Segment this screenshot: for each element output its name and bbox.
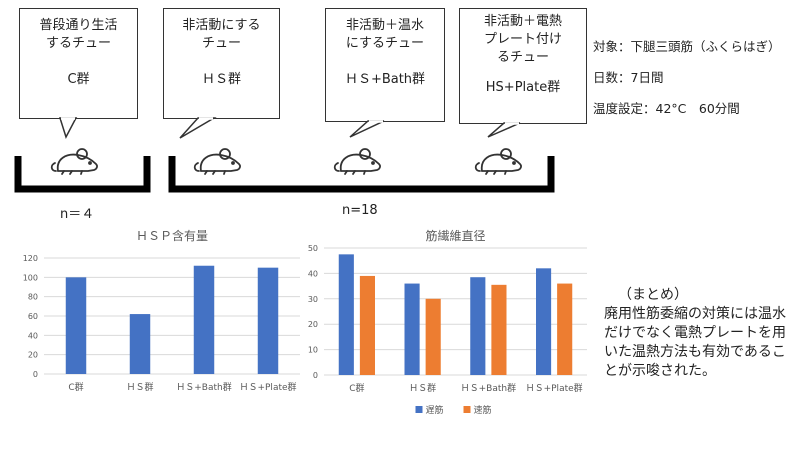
y-tick-label: 0	[313, 371, 318, 380]
y-tick-label: 0	[33, 370, 38, 379]
summary-body: 廃用性筋委縮の対策には温水だけでなく電熱プレートを用いた温熱方法も有効であること…	[604, 306, 786, 379]
y-tick-label: 120	[23, 254, 38, 263]
bubble-tail	[349, 120, 385, 138]
bubble-group-label: ＨＳ群	[201, 72, 241, 87]
bubble-group-label: ＨＳ+Bath群	[344, 72, 426, 87]
legend-swatch	[463, 406, 471, 413]
bubble-line1: 非活動＋電熱	[483, 14, 562, 29]
bubble-line2: するチュー	[45, 36, 111, 51]
hsp-content-chart: ＨＳＰ含有量 0 20 40 60 80 100 120 C群 ＨＳ群 ＨＳ+Bath群 ＨＳ+Pla…	[23, 228, 300, 393]
bar	[193, 265, 215, 374]
x-tick-label: C群	[349, 382, 364, 394]
bubble-line1: 普段通り生活	[39, 18, 118, 33]
chart-title: ＨＳＰ含有量	[136, 228, 208, 243]
y-tick-label: 10	[308, 346, 318, 355]
bar	[404, 283, 420, 375]
fiber-diameter-chart: 筋繊維直径 0 10 20 30 40 50 C群 ＨＳ群 ＨＳ+Bath群 ＨＳ+Plate群遅筋…	[308, 228, 587, 416]
bar	[557, 283, 573, 375]
count-treated: n=18	[342, 203, 378, 218]
bubble-line2: にするチュー	[345, 36, 425, 51]
bubble-line2: チュー	[201, 36, 241, 51]
y-tick-label: 20	[308, 320, 318, 329]
info-days: 日数：7日間	[593, 70, 664, 85]
y-tick-label: 80	[28, 293, 38, 302]
mouse-icon	[50, 148, 98, 175]
y-tick-label: 40	[308, 269, 318, 278]
bubble-line2: プレート付け	[483, 32, 562, 47]
x-tick-label: ＨＳ+Plate群	[526, 382, 583, 394]
bar	[491, 284, 507, 375]
bar	[65, 277, 87, 374]
bubble-tail	[58, 117, 78, 139]
y-tick-label: 100	[23, 273, 38, 282]
bracket-treated	[168, 156, 555, 193]
legend-label: 遅筋	[426, 404, 444, 416]
bubble-c-group: 普段通り生活 するチュー C群	[19, 8, 138, 119]
bar	[129, 314, 151, 374]
bubble-tail	[487, 122, 521, 138]
chart-title: 筋繊維直径	[425, 228, 485, 243]
bubble-line3: るチュー	[496, 50, 549, 65]
group-brackets	[14, 156, 555, 193]
bar	[359, 275, 375, 375]
bubble-hs-group: 非活動にする チュー ＨＳ群	[163, 8, 280, 119]
bubble-group-label: HS+Plate群	[485, 80, 561, 95]
info-temp: 温度設定：42°C 60分間	[593, 101, 740, 116]
bubble-line1: 非活動＋温水	[345, 18, 424, 33]
x-tick-label: ＨＳ+Bath群	[461, 382, 516, 394]
x-tick-label: ＨＳ+Bath群	[176, 381, 231, 393]
x-tick-label: ＨＳ群	[126, 381, 153, 393]
bubble-tail	[179, 117, 217, 139]
x-tick-label: C群	[68, 381, 83, 393]
summary-heading: （まとめ）	[618, 287, 688, 303]
bracket-control	[14, 156, 151, 193]
bubble-group-label: C群	[67, 72, 90, 87]
bar	[425, 298, 441, 375]
legend-label: 速筋	[474, 404, 492, 416]
x-tick-label: ＨＳ群	[409, 382, 436, 394]
count-control: n＝４	[60, 207, 95, 222]
bubble-tails	[58, 117, 521, 139]
mouse-icon	[333, 148, 381, 175]
bar	[536, 268, 552, 375]
bubble-line1: 非活動にする	[182, 18, 261, 33]
y-tick-label: 40	[28, 331, 38, 340]
bar	[338, 254, 354, 375]
y-tick-label: 60	[28, 312, 38, 321]
mouse-icon	[193, 148, 241, 175]
summary-box: （まとめ） 廃用性筋委縮の対策には温水だけでなく電熱プレートを用いた温熱方法も有…	[604, 286, 796, 381]
bubble-hs-bath-group: 非活動＋温水 にするチュー ＨＳ+Bath群	[325, 8, 445, 122]
legend-swatch	[415, 406, 423, 413]
y-tick-label: 50	[308, 244, 318, 253]
y-tick-label: 30	[308, 295, 318, 304]
bar	[257, 267, 279, 374]
y-tick-label: 20	[28, 351, 38, 360]
info-target: 対象：下腿三頭筋（ふくらはぎ）	[593, 39, 781, 54]
x-tick-label: ＨＳ+Plate群	[239, 381, 296, 393]
mouse-icon	[474, 148, 522, 175]
bubble-hs-plate-group: 非活動＋電熱 プレート付け るチュー HS+Plate群	[459, 8, 587, 124]
bar	[470, 277, 486, 375]
